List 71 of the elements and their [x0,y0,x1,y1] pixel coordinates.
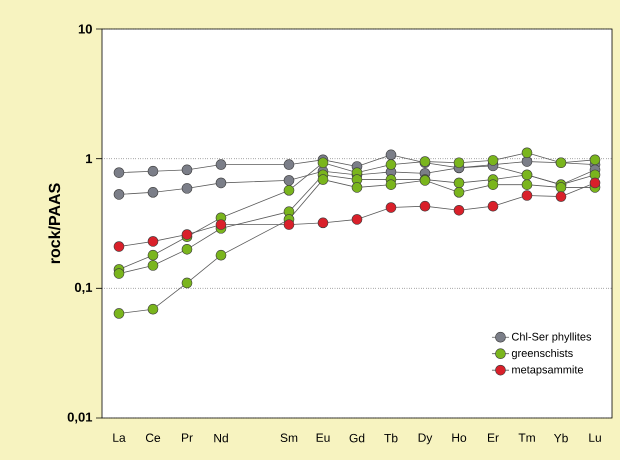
point [522,147,532,158]
point [284,219,294,230]
point [386,179,396,190]
y-tick-label: 0,1 [74,282,92,294]
point [590,154,600,166]
point [148,166,158,177]
point [182,183,192,194]
x-tick-label: Tm [518,434,535,442]
point [454,204,464,216]
point [148,236,158,247]
point [318,157,328,168]
point [216,250,226,261]
point [216,159,226,170]
point [216,178,226,188]
point [352,214,362,225]
point [114,268,124,279]
point [556,191,566,202]
point [148,187,158,198]
legend-label: metapsammite [512,365,584,376]
x-tick-label: Er [488,434,499,442]
point [522,179,532,190]
point [284,159,294,170]
point [114,167,124,178]
x-tick-label: Nd [214,434,228,442]
point [114,189,124,200]
point [556,182,566,193]
legend-label: Chl-Ser phyllites [512,332,592,343]
legend-label: greenschists [512,348,573,360]
point [318,218,328,228]
point [488,179,498,190]
point [454,157,464,168]
point [182,244,192,255]
y-tick-label: 10 [78,24,92,34]
x-tick-label: Yb [554,434,568,442]
point [454,178,464,188]
x-tick-label: La [113,434,126,442]
point [148,250,158,261]
x-tick-label: Tb [384,434,398,442]
point [488,200,498,212]
point [590,178,600,188]
point [182,164,192,176]
x-tick-label: Eu [316,434,330,442]
point [182,278,192,288]
y-axis-title: rock/PAAS [48,183,60,264]
point [420,200,430,212]
point [488,155,498,166]
point [352,182,362,193]
point [522,190,532,201]
point [182,229,192,240]
point [284,175,294,186]
point [386,202,396,213]
point [454,187,464,198]
x-tick-label: Gd [350,434,364,442]
point [148,304,158,315]
point [386,150,396,160]
point [216,219,226,230]
point [318,174,328,185]
x-tick-label: Sm [280,434,298,442]
point [114,308,124,319]
point [522,156,532,167]
x-tick-label: Dy [418,434,432,444]
point [386,159,396,170]
y-tick-label: 0,01 [68,412,92,424]
x-tick-label: Ce [146,434,160,442]
x-tick-label: Ho [452,434,466,442]
point [114,241,124,252]
x-tick-label: Pr [182,434,193,442]
y-tick-label: 1 [86,154,92,164]
point [284,185,294,196]
x-tick-label: Lu [589,434,601,442]
point [148,260,158,271]
